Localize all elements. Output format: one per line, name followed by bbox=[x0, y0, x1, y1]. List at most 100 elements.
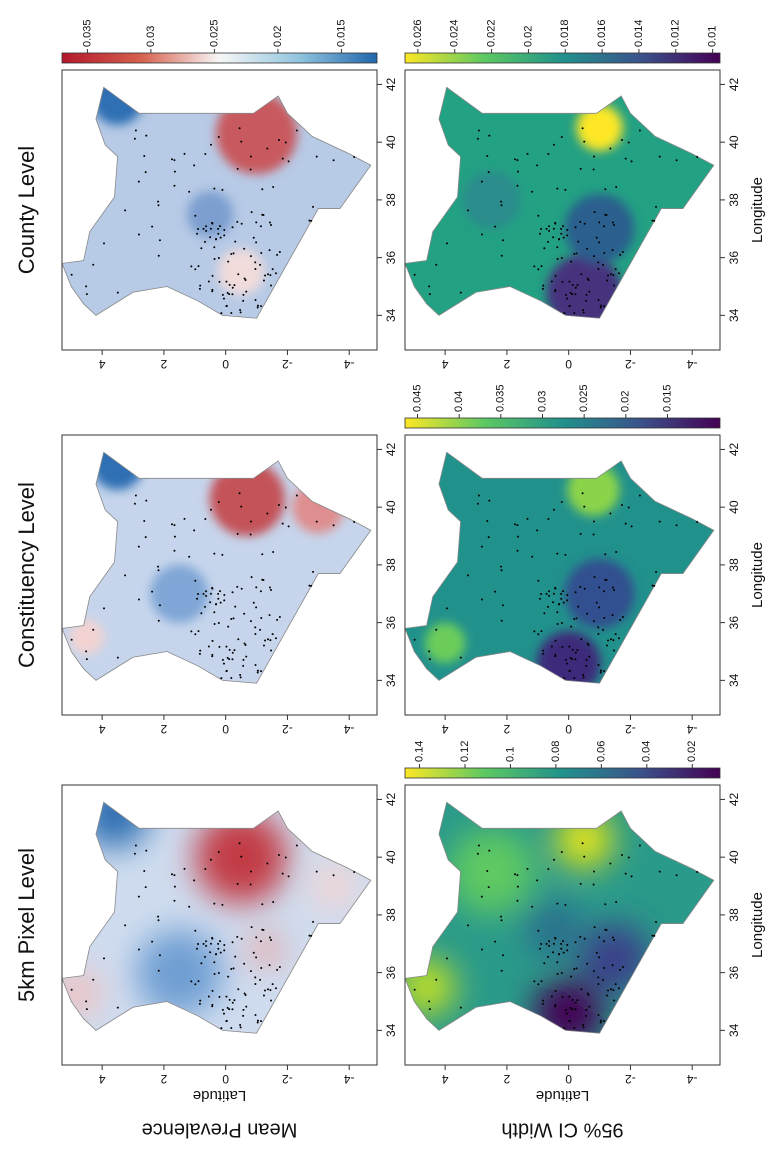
cluster-point bbox=[552, 858, 555, 861]
cluster-point bbox=[542, 284, 545, 287]
cluster-point bbox=[264, 989, 267, 992]
cluster-point bbox=[236, 935, 239, 938]
cluster-point bbox=[92, 978, 95, 981]
cluster-point bbox=[488, 849, 491, 852]
cluster-point bbox=[308, 219, 311, 222]
cluster-point bbox=[573, 252, 576, 255]
cluster-point bbox=[487, 171, 490, 174]
surface-blob bbox=[79, 802, 150, 849]
cluster-point bbox=[603, 1020, 606, 1023]
x-tick-label: 36 bbox=[384, 251, 398, 265]
y-tick-label: -2 bbox=[625, 357, 636, 371]
cluster-point bbox=[194, 579, 197, 582]
cluster-point bbox=[614, 983, 617, 986]
cluster-point bbox=[268, 936, 271, 939]
cluster-point bbox=[209, 227, 212, 230]
cluster-point bbox=[568, 645, 571, 648]
cluster-point bbox=[526, 517, 529, 520]
cluster-point bbox=[573, 312, 576, 315]
cluster-point bbox=[262, 279, 265, 282]
cluster-point bbox=[488, 499, 491, 502]
cluster-point bbox=[593, 576, 596, 579]
cluster-point bbox=[605, 214, 608, 217]
cluster-point bbox=[276, 618, 279, 621]
cluster-point bbox=[199, 999, 202, 1002]
cluster-point bbox=[173, 170, 176, 173]
cluster-point bbox=[332, 874, 335, 877]
cluster-point bbox=[566, 949, 569, 952]
cluster-point bbox=[310, 584, 313, 587]
cluster-point bbox=[599, 1019, 602, 1022]
cluster-point bbox=[217, 501, 220, 504]
cluster-point bbox=[602, 628, 605, 631]
cluster-point bbox=[566, 593, 569, 596]
cluster-point bbox=[211, 290, 214, 293]
x-tick-label: 36 bbox=[727, 616, 741, 630]
cluster-point bbox=[85, 658, 88, 661]
cluster-point bbox=[583, 140, 586, 143]
colorbar-tick-label: 0.02 bbox=[272, 26, 284, 47]
cluster-point bbox=[569, 291, 572, 294]
cluster-point bbox=[171, 523, 174, 526]
cluster-point bbox=[611, 964, 614, 967]
cluster-point bbox=[223, 234, 226, 237]
cluster-point bbox=[459, 291, 462, 294]
cluster-point bbox=[266, 147, 269, 150]
cluster-point bbox=[582, 1023, 585, 1026]
cluster-point bbox=[500, 919, 503, 922]
cluster-point bbox=[173, 524, 176, 527]
cluster-point bbox=[580, 638, 583, 641]
x-tick-label: 40 bbox=[727, 850, 741, 864]
cluster-point bbox=[613, 589, 616, 592]
cluster-point bbox=[620, 854, 623, 857]
cluster-point bbox=[494, 225, 497, 228]
cluster-point bbox=[592, 520, 595, 523]
cluster-point bbox=[539, 947, 542, 950]
cluster-point bbox=[548, 940, 551, 943]
colorbar bbox=[404, 767, 721, 779]
cluster-point bbox=[571, 1008, 574, 1011]
cluster-point bbox=[211, 989, 214, 992]
cluster-point bbox=[556, 961, 559, 964]
cluster-point bbox=[245, 655, 248, 658]
cluster-point bbox=[218, 645, 221, 648]
x-tick-label: 38 bbox=[384, 193, 398, 207]
cluster-point bbox=[199, 284, 202, 287]
cluster-point bbox=[428, 650, 431, 653]
y-tick-label: 0 bbox=[565, 357, 572, 371]
cluster-point bbox=[554, 1005, 557, 1008]
cluster-point bbox=[157, 919, 160, 922]
cluster-point bbox=[582, 676, 585, 679]
cluster-point bbox=[215, 238, 218, 241]
cluster-point bbox=[554, 639, 557, 642]
cluster-point bbox=[183, 867, 186, 870]
cluster-point bbox=[602, 590, 605, 593]
cluster-point bbox=[655, 920, 658, 923]
colorbar-tick-label: 0.024 bbox=[449, 19, 461, 47]
cluster-point bbox=[196, 947, 199, 950]
cluster-point bbox=[266, 638, 269, 641]
y-tick-label: 0 bbox=[565, 722, 572, 736]
cluster-point bbox=[223, 599, 226, 602]
cluster-point bbox=[244, 994, 247, 997]
cluster-point bbox=[580, 273, 583, 276]
cluster-point bbox=[564, 553, 567, 556]
cluster-point bbox=[597, 298, 600, 301]
cluster-point bbox=[254, 626, 257, 629]
cluster-point bbox=[240, 937, 243, 940]
cluster-point bbox=[550, 995, 553, 998]
cluster-point bbox=[240, 587, 243, 590]
cluster-point bbox=[173, 874, 176, 877]
cluster-point bbox=[543, 962, 546, 965]
cluster-point bbox=[500, 254, 503, 257]
cluster-point bbox=[541, 287, 544, 290]
cluster-point bbox=[270, 999, 273, 1002]
colorbar-tick-label: 0.035 bbox=[81, 19, 93, 47]
cluster-point bbox=[266, 862, 269, 865]
surface-blob bbox=[248, 932, 284, 967]
cluster-point bbox=[621, 966, 624, 969]
cluster-point bbox=[225, 1020, 228, 1023]
cluster-point bbox=[259, 628, 262, 631]
cluster-point bbox=[272, 900, 275, 903]
cluster-point bbox=[239, 308, 242, 311]
